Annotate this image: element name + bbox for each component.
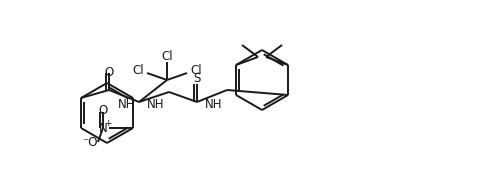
Text: NH: NH [206, 97, 223, 110]
Text: Cl: Cl [132, 64, 144, 77]
Text: Cl: Cl [190, 64, 202, 77]
Text: Cl: Cl [161, 49, 173, 62]
Text: N: N [98, 121, 108, 135]
Text: NH: NH [118, 98, 136, 112]
Text: +: + [104, 120, 112, 129]
Text: O: O [98, 105, 108, 117]
Text: NH: NH [148, 98, 165, 112]
Text: S: S [194, 72, 200, 85]
Text: ⁻O: ⁻O [82, 136, 98, 148]
Text: O: O [104, 65, 114, 78]
